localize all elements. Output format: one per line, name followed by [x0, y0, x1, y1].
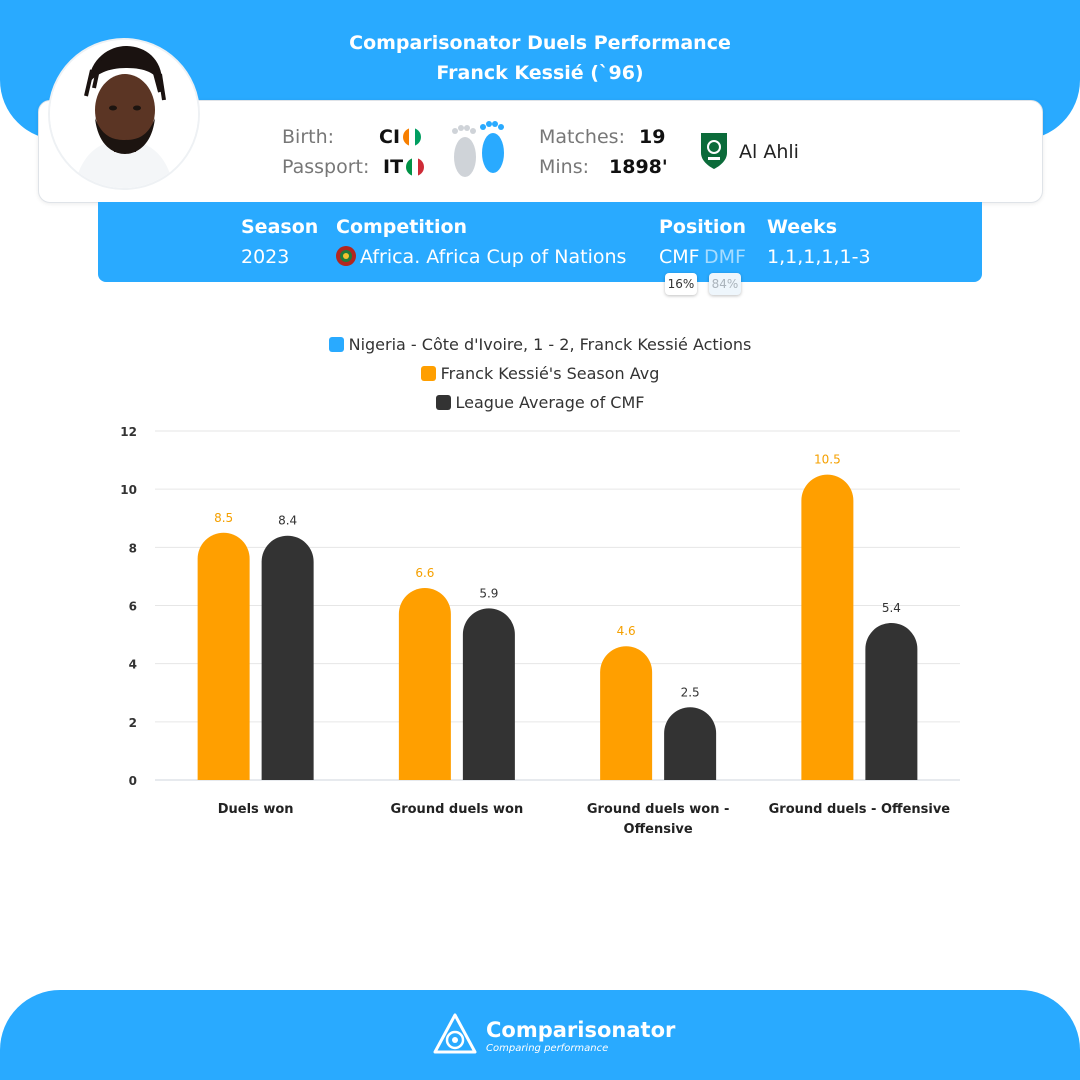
- legend-swatch: [420, 366, 436, 381]
- position-primary-pct: 16%: [665, 273, 697, 295]
- data-label: 5.9: [479, 586, 498, 600]
- passport-label: Passport:: [282, 156, 370, 178]
- season-value: 2023: [241, 246, 290, 268]
- bar: [801, 474, 854, 780]
- passport-code: IT: [383, 156, 404, 178]
- footprints-icon: [447, 119, 513, 187]
- legend-item-season-avg[interactable]: Franck Kessié's Season Avg: [0, 364, 1080, 383]
- position-secondary-pct: 84%: [709, 273, 741, 295]
- weeks-label: Weeks: [767, 216, 837, 238]
- x-tick-label: Duels won: [218, 802, 294, 817]
- bottom-banner: [0, 990, 1080, 1080]
- birth-code: CI: [379, 126, 401, 148]
- y-tick-label: 6: [129, 600, 137, 614]
- legend-item-match-actions[interactable]: Nigeria - Côte d'Ivoire, 1 - 2, Franck K…: [0, 335, 1080, 354]
- data-label: 8.4: [278, 514, 297, 528]
- legend-item-league-avg[interactable]: League Average of CMF: [0, 393, 1080, 412]
- data-label: 6.6: [415, 566, 434, 580]
- page-subtitle: Franck Kessié (`96): [436, 62, 644, 84]
- mins-value: 1898': [609, 156, 668, 178]
- avatar: [50, 40, 198, 188]
- matches-value: 19: [639, 126, 666, 148]
- x-tick-label: Ground duels won: [391, 802, 524, 817]
- data-label: 5.4: [882, 601, 901, 615]
- italy-flag-icon: [406, 158, 425, 176]
- brand-name: Comparisonator: [486, 1018, 676, 1042]
- comparisonator-logo-icon: [432, 1012, 478, 1062]
- club-name: Al Ahli: [739, 141, 799, 163]
- bar: [261, 535, 314, 780]
- competition-value: Africa. Africa Cup of Nations: [336, 246, 626, 271]
- position-primary: CMF: [659, 246, 700, 268]
- legend-swatch: [435, 395, 451, 410]
- title-block: Comparisonator Duels Performance Franck …: [0, 28, 1080, 88]
- club-crest-icon: [699, 131, 729, 175]
- bar: [600, 646, 653, 780]
- position-label: Position: [659, 216, 746, 238]
- position-secondary: DMF: [704, 246, 746, 268]
- data-label: 10.5: [814, 453, 841, 467]
- bar: [462, 608, 515, 780]
- bar: [197, 532, 250, 780]
- x-tick-label: Ground duels won -: [587, 802, 730, 817]
- passport-value: IT: [383, 156, 425, 178]
- competition-label: Competition: [336, 216, 468, 238]
- legend-swatch: [328, 337, 344, 352]
- y-tick-label: 10: [120, 483, 137, 497]
- birth-label: Birth:: [282, 126, 335, 148]
- data-label: 8.5: [214, 511, 233, 525]
- bar: [865, 622, 918, 780]
- weeks-value: 1,1,1,1,1-3: [767, 246, 871, 268]
- bar: [664, 707, 717, 780]
- x-tick-label: Ground duels - Offensive: [769, 802, 951, 817]
- y-tick-label: 0: [129, 774, 137, 788]
- bar: [398, 588, 451, 780]
- data-label: 4.6: [617, 624, 636, 638]
- y-tick-label: 2: [129, 716, 137, 730]
- legend-label: Nigeria - Côte d'Ivoire, 1 - 2, Franck K…: [348, 335, 752, 354]
- mins-label: Mins:: [539, 156, 590, 178]
- season-bar: Season 2023 Competition Africa. Africa C…: [98, 202, 982, 282]
- legend-label: Franck Kessié's Season Avg: [440, 364, 660, 383]
- page-title: Comparisonator Duels Performance: [349, 32, 731, 54]
- x-tick-label: Offensive: [624, 822, 693, 837]
- birth-value: CI: [379, 126, 422, 148]
- legend-label: League Average of CMF: [455, 393, 645, 412]
- africa-cup-icon: [336, 246, 356, 271]
- season-label: Season: [241, 216, 319, 238]
- competition-name: Africa. Africa Cup of Nations: [360, 246, 627, 268]
- data-label: 2.5: [681, 685, 700, 699]
- y-tick-label: 8: [129, 541, 137, 555]
- brand-tagline: Comparing performance: [486, 1043, 609, 1054]
- y-tick-label: 12: [120, 425, 137, 439]
- matches-label: Matches:: [539, 126, 625, 148]
- y-tick-label: 4: [129, 658, 137, 672]
- ivory-coast-flag-icon: [403, 128, 422, 146]
